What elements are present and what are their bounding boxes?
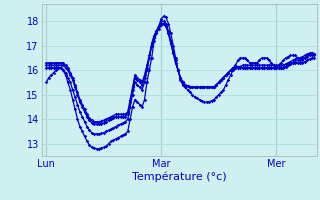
X-axis label: Température (°c): Température (°c) — [132, 172, 227, 182]
